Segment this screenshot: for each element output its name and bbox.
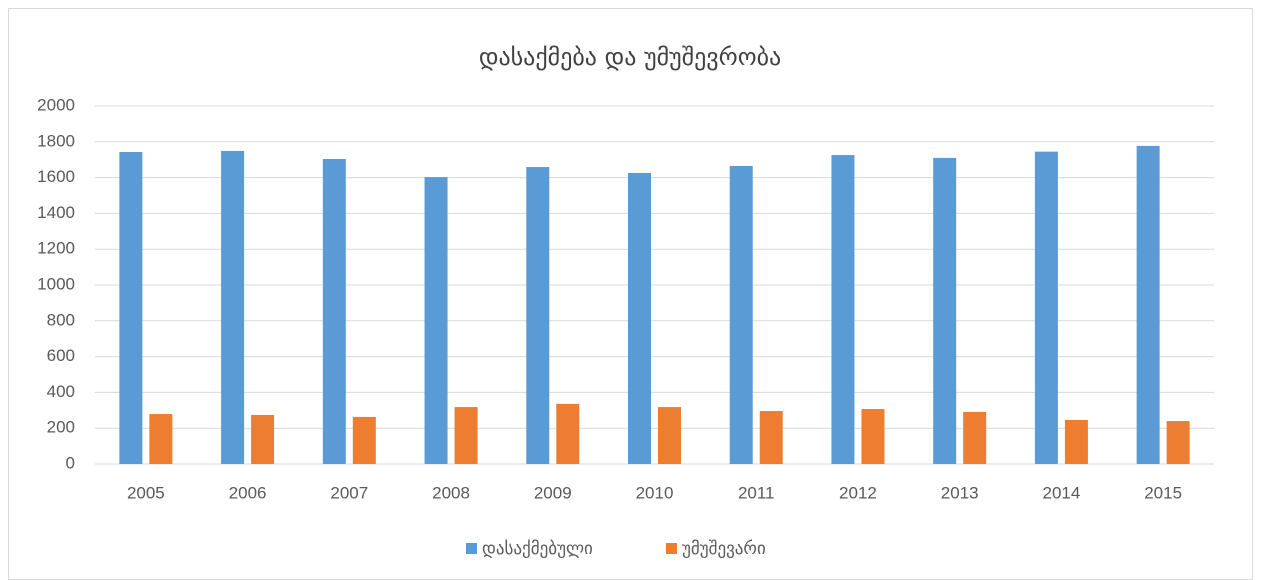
x-tick-label: 2011	[738, 483, 775, 502]
bar	[729, 165, 753, 464]
y-tick-label: 1800	[37, 131, 75, 150]
y-tick-label: 2000	[37, 95, 75, 114]
bar	[933, 157, 957, 464]
bar	[1166, 421, 1190, 464]
x-tick-label: 2005	[127, 483, 165, 502]
y-tick-label: 800	[47, 310, 75, 329]
bar	[454, 407, 478, 464]
x-tick-label: 2013	[941, 483, 979, 502]
y-tick-label: 1200	[37, 239, 75, 258]
x-tick-label: 2010	[636, 483, 674, 502]
y-tick-label: 0	[66, 453, 75, 472]
y-tick-label: 1400	[37, 203, 75, 222]
bar	[658, 407, 681, 464]
bar	[628, 172, 651, 465]
legend-swatch	[466, 543, 477, 554]
bar	[1136, 145, 1160, 465]
x-tick-label: 2007	[330, 483, 368, 502]
x-tick-label: 2014	[1042, 483, 1080, 502]
y-tick-label: 400	[47, 382, 75, 401]
bar	[221, 150, 245, 464]
bar	[424, 177, 448, 465]
y-tick-label: 1000	[37, 274, 75, 293]
y-tick-label: 200	[47, 418, 75, 437]
legend-swatch	[666, 543, 677, 554]
bar	[861, 409, 885, 464]
chart-title: დასაქმება და უმუშევრობა	[479, 43, 781, 71]
x-tick-label: 2009	[534, 483, 572, 502]
bar	[831, 155, 855, 464]
bar	[352, 416, 376, 464]
bar	[1064, 419, 1088, 464]
bar	[963, 411, 987, 464]
legend-label: უმუშევარი	[682, 539, 766, 559]
legend-label: დასაქმებული	[482, 539, 593, 559]
bar	[759, 411, 783, 464]
bar	[322, 158, 346, 464]
y-tick-label: 1600	[37, 167, 75, 186]
x-tick-label: 2006	[229, 483, 267, 502]
x-tick-label: 2008	[432, 483, 470, 502]
x-tick-label: 2015	[1144, 483, 1182, 502]
bar	[526, 167, 550, 464]
x-tick-label: 2012	[839, 483, 877, 502]
bar	[149, 414, 173, 464]
bar	[556, 403, 580, 464]
bar	[119, 152, 143, 465]
y-tick-label: 600	[47, 346, 75, 365]
bar	[251, 414, 275, 464]
bar	[1034, 151, 1058, 464]
